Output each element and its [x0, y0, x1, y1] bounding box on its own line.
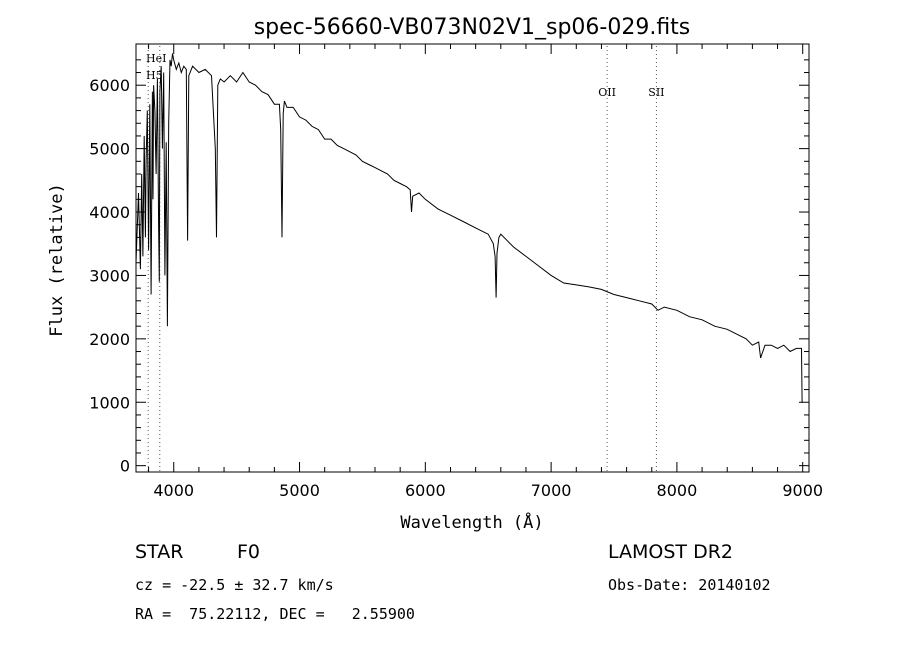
object-type: STAR — [135, 541, 184, 563]
chart-title: spec-56660-VB073N02V1_sp06-029.fits — [254, 15, 691, 40]
observation-date: Obs-Date: 20140102 — [608, 576, 771, 594]
y-axis-ticks: 0 1000 2000 3000 4000 5000 6000 — [89, 59, 809, 476]
y-tick-label: 2000 — [89, 330, 130, 349]
x-tick-label: 9000 — [782, 481, 823, 500]
annotation-label: OII — [598, 86, 616, 99]
plot-frame — [135, 43, 810, 473]
y-tick-label: 4000 — [89, 203, 130, 222]
emission-line-markers: HeI H5 OII SII — [146, 46, 665, 472]
y-tick-label: 1000 — [89, 393, 130, 412]
x-axis-ticks: 4000 5000 6000 7000 8000 9000 — [148, 44, 823, 500]
x-tick-label: 6000 — [405, 481, 446, 500]
x-tick-label: 4000 — [153, 481, 194, 500]
spectral-subclass: F0 — [237, 541, 261, 563]
x-axis-label: Wavelength (Å) — [400, 511, 543, 533]
y-axis-label: Flux (relative) — [47, 183, 67, 337]
x-tick-label: 7000 — [531, 481, 572, 500]
x-tick-label: 5000 — [279, 481, 320, 500]
y-tick-label: 5000 — [89, 140, 130, 159]
y-tick-label: 6000 — [89, 76, 130, 95]
spectrum-series-line — [135, 53, 803, 403]
annotation-label: H5 — [146, 69, 163, 82]
annotation-label: SII — [648, 86, 664, 99]
y-tick-label: 3000 — [89, 266, 130, 285]
x-tick-label: 8000 — [657, 481, 698, 500]
coordinates: RA = 75.22112, DEC = 2.55900 — [135, 605, 415, 623]
survey-name: LAMOST DR2 — [608, 541, 733, 563]
y-tick-label: 0 — [120, 457, 130, 476]
annotation-label: HeI — [146, 52, 166, 65]
redshift-velocity: cz = -22.5 ± 32.7 km/s — [135, 576, 334, 594]
